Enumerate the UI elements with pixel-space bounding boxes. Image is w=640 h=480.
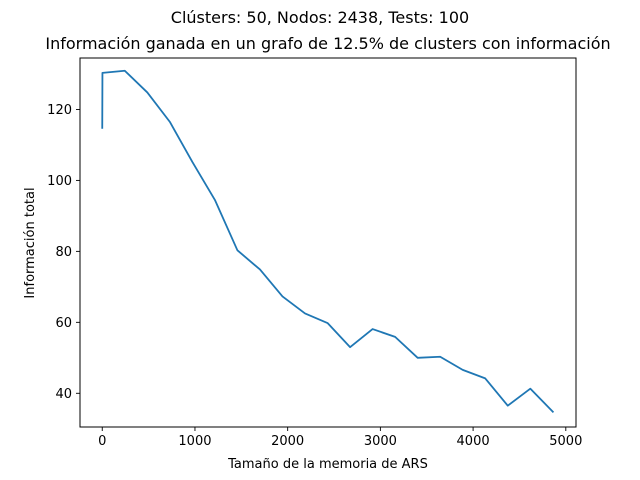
x-tick-label: 3000 [364,434,397,449]
chart-suptitle: Clústers: 50, Nodos: 2438, Tests: 100 [171,8,469,27]
y-tick-label: 60 [55,316,72,331]
x-tick-label: 0 [98,434,106,449]
axes-frame [79,57,577,428]
y-axis-label: Información total [23,187,38,298]
series-line-0 [101,69,555,414]
y-axis-ticks: 40 60 80 100 120 [47,103,80,402]
series-layer [101,69,555,414]
x-tick-label: 4000 [457,434,490,449]
x-axis-label: Tamaño de la memoria de ARS [227,457,428,472]
x-tick-label: 5000 [549,434,582,449]
y-tick-label: 120 [47,103,72,118]
chart-title: Información ganada en un grafo de 12.5% … [45,34,610,53]
y-tick-label: 80 [55,245,72,260]
y-tick-label: 100 [47,174,72,189]
plot-area [79,57,577,428]
x-axis-ticks: 0 1000 2000 3000 4000 5000 [98,427,582,449]
x-tick-label: 1000 [178,434,211,449]
y-tick-label: 40 [55,387,72,402]
x-tick-label: 2000 [271,434,304,449]
